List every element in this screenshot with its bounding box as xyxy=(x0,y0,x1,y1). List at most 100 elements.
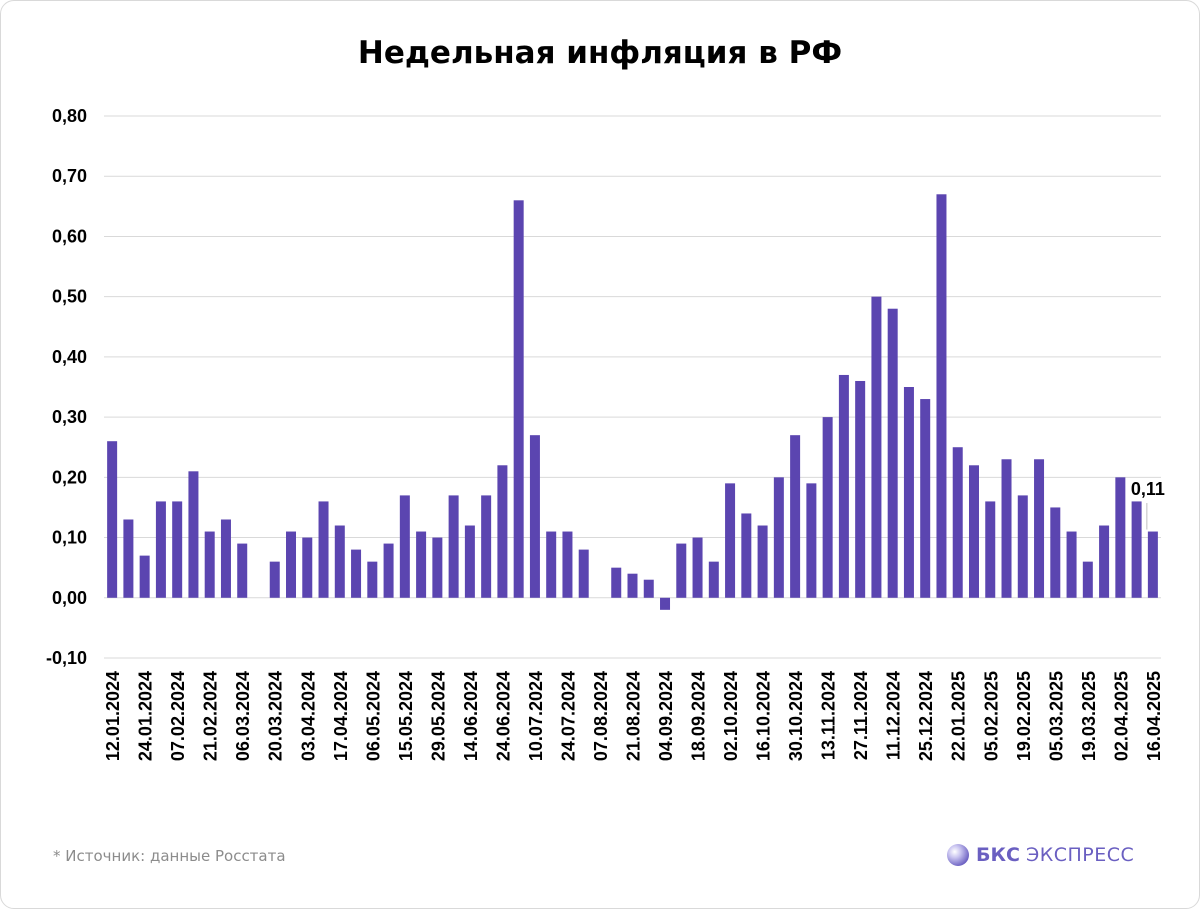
x-tick-label: 21.02.2024 xyxy=(201,671,221,761)
bar xyxy=(920,399,931,598)
bar xyxy=(513,200,524,598)
bar xyxy=(871,296,882,598)
x-tick-label: 10.07.2024 xyxy=(526,671,546,761)
x-tick-label: 24.01.2024 xyxy=(136,671,156,761)
bar xyxy=(399,495,410,598)
x-tick-label: 24.07.2024 xyxy=(558,671,578,761)
y-tick-label: 0,70 xyxy=(52,166,87,186)
brand-logo: БКС ЭКСПРЕСС xyxy=(947,844,1134,866)
bar xyxy=(220,519,231,598)
bar xyxy=(1017,495,1028,598)
bar xyxy=(383,543,394,598)
bar xyxy=(172,501,183,598)
y-tick-label: 0,30 xyxy=(52,407,87,427)
bar xyxy=(1001,459,1012,598)
bar xyxy=(139,555,150,598)
y-tick-label: 0,50 xyxy=(52,287,87,307)
bar xyxy=(416,531,427,598)
bar xyxy=(123,519,134,598)
y-tick-label: 0,00 xyxy=(52,588,87,608)
bar xyxy=(692,537,703,598)
x-tick-label: 14.06.2024 xyxy=(461,671,481,761)
x-tick-label: 18.09.2024 xyxy=(689,671,709,761)
bar xyxy=(1082,561,1093,598)
bar xyxy=(1066,531,1077,598)
source-note: * Источник: данные Росстата xyxy=(53,847,286,865)
bar xyxy=(806,483,817,598)
x-tick-label: 27.11.2024 xyxy=(851,671,871,760)
x-tick-label: 30.10.2024 xyxy=(786,671,806,761)
bar xyxy=(237,543,248,598)
y-tick-label: 0,40 xyxy=(52,347,87,367)
bar xyxy=(968,465,979,598)
bar xyxy=(318,501,329,598)
bar xyxy=(676,543,687,598)
chart-title: Недельная инфляция в РФ xyxy=(357,35,843,71)
y-tick-label: 0,20 xyxy=(52,467,87,487)
bar xyxy=(660,597,671,610)
x-tick-label: 06.05.2024 xyxy=(363,671,383,761)
x-tick-label: 24.06.2024 xyxy=(493,671,513,761)
bar xyxy=(188,471,199,598)
bar xyxy=(757,525,768,598)
bar xyxy=(578,549,589,598)
x-tick-label: 06.03.2024 xyxy=(233,671,253,761)
bar xyxy=(773,477,784,598)
x-tick-label: 05.02.2025 xyxy=(981,671,1001,761)
bar xyxy=(741,513,752,598)
x-tick-label: 11.12.2024 xyxy=(884,671,904,760)
bar xyxy=(546,531,557,598)
bar xyxy=(481,495,492,598)
x-tick-label: 16.10.2024 xyxy=(754,671,774,761)
bar xyxy=(903,387,914,598)
bar xyxy=(562,531,573,598)
bks-sphere-icon xyxy=(947,844,969,866)
bar xyxy=(1115,477,1126,598)
bar xyxy=(1131,501,1142,598)
bar xyxy=(1034,459,1045,598)
x-tick-label: 03.04.2024 xyxy=(298,671,318,761)
brand-name: БКС xyxy=(976,844,1020,866)
bar xyxy=(708,561,719,598)
x-tick-label: 29.05.2024 xyxy=(428,671,448,761)
y-tick-label: -0,10 xyxy=(46,648,87,668)
y-tick-label: 0,10 xyxy=(52,528,87,548)
x-tick-label: 16.04.2025 xyxy=(1144,671,1164,761)
x-tick-label: 21.08.2024 xyxy=(624,671,644,761)
bar xyxy=(936,194,947,598)
bar xyxy=(1050,507,1061,598)
bar xyxy=(286,531,297,598)
bar xyxy=(155,501,166,598)
bar xyxy=(822,417,833,598)
bar xyxy=(643,579,654,598)
brand-sub: ЭКСПРЕСС xyxy=(1025,844,1135,866)
bar xyxy=(448,495,459,598)
x-tick-label: 19.03.2025 xyxy=(1079,671,1099,761)
bar xyxy=(497,465,508,598)
bar xyxy=(887,308,898,598)
bar xyxy=(855,380,866,598)
x-tick-label: 19.02.2025 xyxy=(1014,671,1034,761)
bar xyxy=(1147,531,1158,598)
x-tick-label: 05.03.2025 xyxy=(1046,671,1066,761)
bar xyxy=(952,447,963,598)
x-tick-label: 15.05.2024 xyxy=(396,671,416,761)
x-tick-label: 12.01.2024 xyxy=(103,671,123,761)
x-tick-label: 17.04.2024 xyxy=(331,671,351,761)
bar xyxy=(464,525,475,598)
bar xyxy=(367,561,378,598)
bar xyxy=(627,573,638,598)
bar xyxy=(1099,525,1110,598)
data-label: 0,11 xyxy=(1131,479,1165,499)
bar xyxy=(611,567,622,598)
x-tick-label: 22.01.2025 xyxy=(949,671,969,761)
bar xyxy=(302,537,313,598)
bar xyxy=(204,531,215,598)
x-tick-label: 04.09.2024 xyxy=(656,671,676,761)
bar xyxy=(269,561,280,598)
bar xyxy=(529,435,540,598)
bar xyxy=(334,525,345,598)
bar xyxy=(725,483,736,598)
